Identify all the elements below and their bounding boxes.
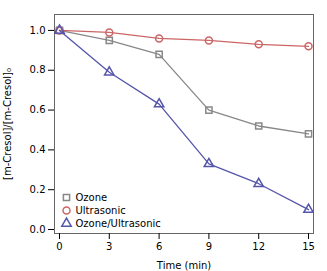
svg-text:1.0: 1.0 (30, 25, 46, 36)
svg-text:0: 0 (56, 241, 62, 252)
svg-text:0.0: 0.0 (30, 224, 46, 235)
svg-text:Time (min): Time (min) (156, 260, 211, 271)
svg-text:0.4: 0.4 (30, 144, 46, 155)
svg-text:6: 6 (156, 241, 162, 252)
svg-text:Ozone/Ultrasonic: Ozone/Ultrasonic (76, 218, 161, 229)
svg-text:Ozone: Ozone (76, 192, 108, 203)
svg-text:9: 9 (206, 241, 212, 252)
svg-text:0.6: 0.6 (30, 104, 46, 115)
svg-text:0.8: 0.8 (30, 64, 46, 75)
svg-text:3: 3 (106, 241, 112, 252)
svg-text:0.2: 0.2 (30, 184, 46, 195)
svg-text:12: 12 (252, 241, 265, 252)
svg-text:Ultrasonic: Ultrasonic (76, 205, 126, 216)
svg-text:[m-Cresol]/[m-Cresol]₀: [m-Cresol]/[m-Cresol]₀ (2, 68, 13, 180)
svg-text:15: 15 (302, 241, 315, 252)
